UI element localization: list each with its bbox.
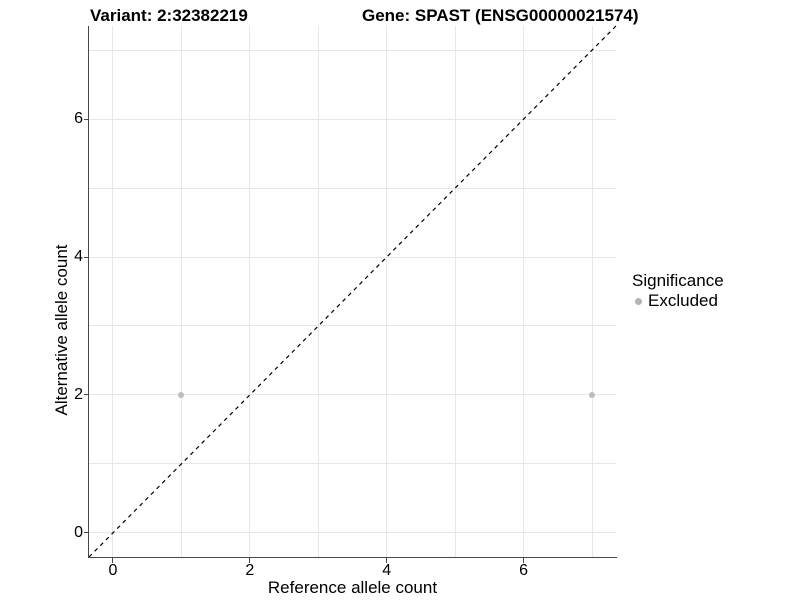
legend-point-icon (635, 297, 642, 305)
x-tick-label: 0 (108, 562, 118, 579)
legend-item-label: Excluded (648, 291, 718, 310)
gridline-horizontal (89, 394, 616, 396)
x-tick-mark (249, 558, 251, 563)
y-tick-mark (84, 532, 88, 534)
y-tick-mark (84, 118, 88, 120)
x-tick-label: 4 (382, 562, 392, 579)
y-tick-label: 4 (74, 248, 83, 266)
y-tick-label: 6 (74, 110, 83, 128)
gridline-horizontal (89, 532, 616, 534)
y-tick-mark (84, 394, 88, 396)
x-axis-line (88, 557, 617, 558)
y-tick-mark (84, 256, 88, 258)
gridline-vertical (386, 26, 388, 557)
y-tick-label: 0 (74, 523, 83, 541)
plot-title-gene: Gene: SPAST (ENSG00000021574) (362, 6, 639, 25)
y-tick-label: 2 (74, 385, 83, 403)
gridline-vertical (249, 26, 251, 557)
x-tick-mark (386, 558, 388, 563)
gridline-horizontal (89, 325, 616, 327)
identity-line (88, 25, 617, 558)
gridline-horizontal (89, 118, 616, 120)
gridline-vertical (591, 26, 593, 557)
gridline-horizontal (89, 463, 616, 465)
x-axis-title: Reference allele count (267, 578, 438, 597)
x-tick-label: 2 (245, 562, 255, 579)
data-point (589, 391, 596, 398)
plot-panel (88, 25, 617, 558)
x-tick-mark (112, 558, 114, 563)
gridline-horizontal (89, 49, 616, 51)
legend-item: Excluded (632, 291, 724, 311)
gridline-vertical (523, 26, 525, 557)
data-point (178, 391, 185, 398)
y-axis-line (88, 26, 89, 558)
gridline-vertical (454, 26, 456, 557)
gridline-vertical (112, 26, 114, 557)
x-tick-label: 6 (519, 562, 529, 579)
gridline-vertical (317, 26, 319, 557)
x-tick-mark (523, 558, 525, 563)
gridline-horizontal (89, 256, 616, 258)
gridline-vertical (180, 26, 182, 557)
legend-items: Excluded (632, 291, 724, 311)
legend-title: Significance (632, 271, 724, 290)
gridline-horizontal (89, 187, 616, 189)
plot-title-variant: Variant: 2:32382219 (90, 6, 248, 25)
legend: Significance Excluded (632, 271, 724, 311)
